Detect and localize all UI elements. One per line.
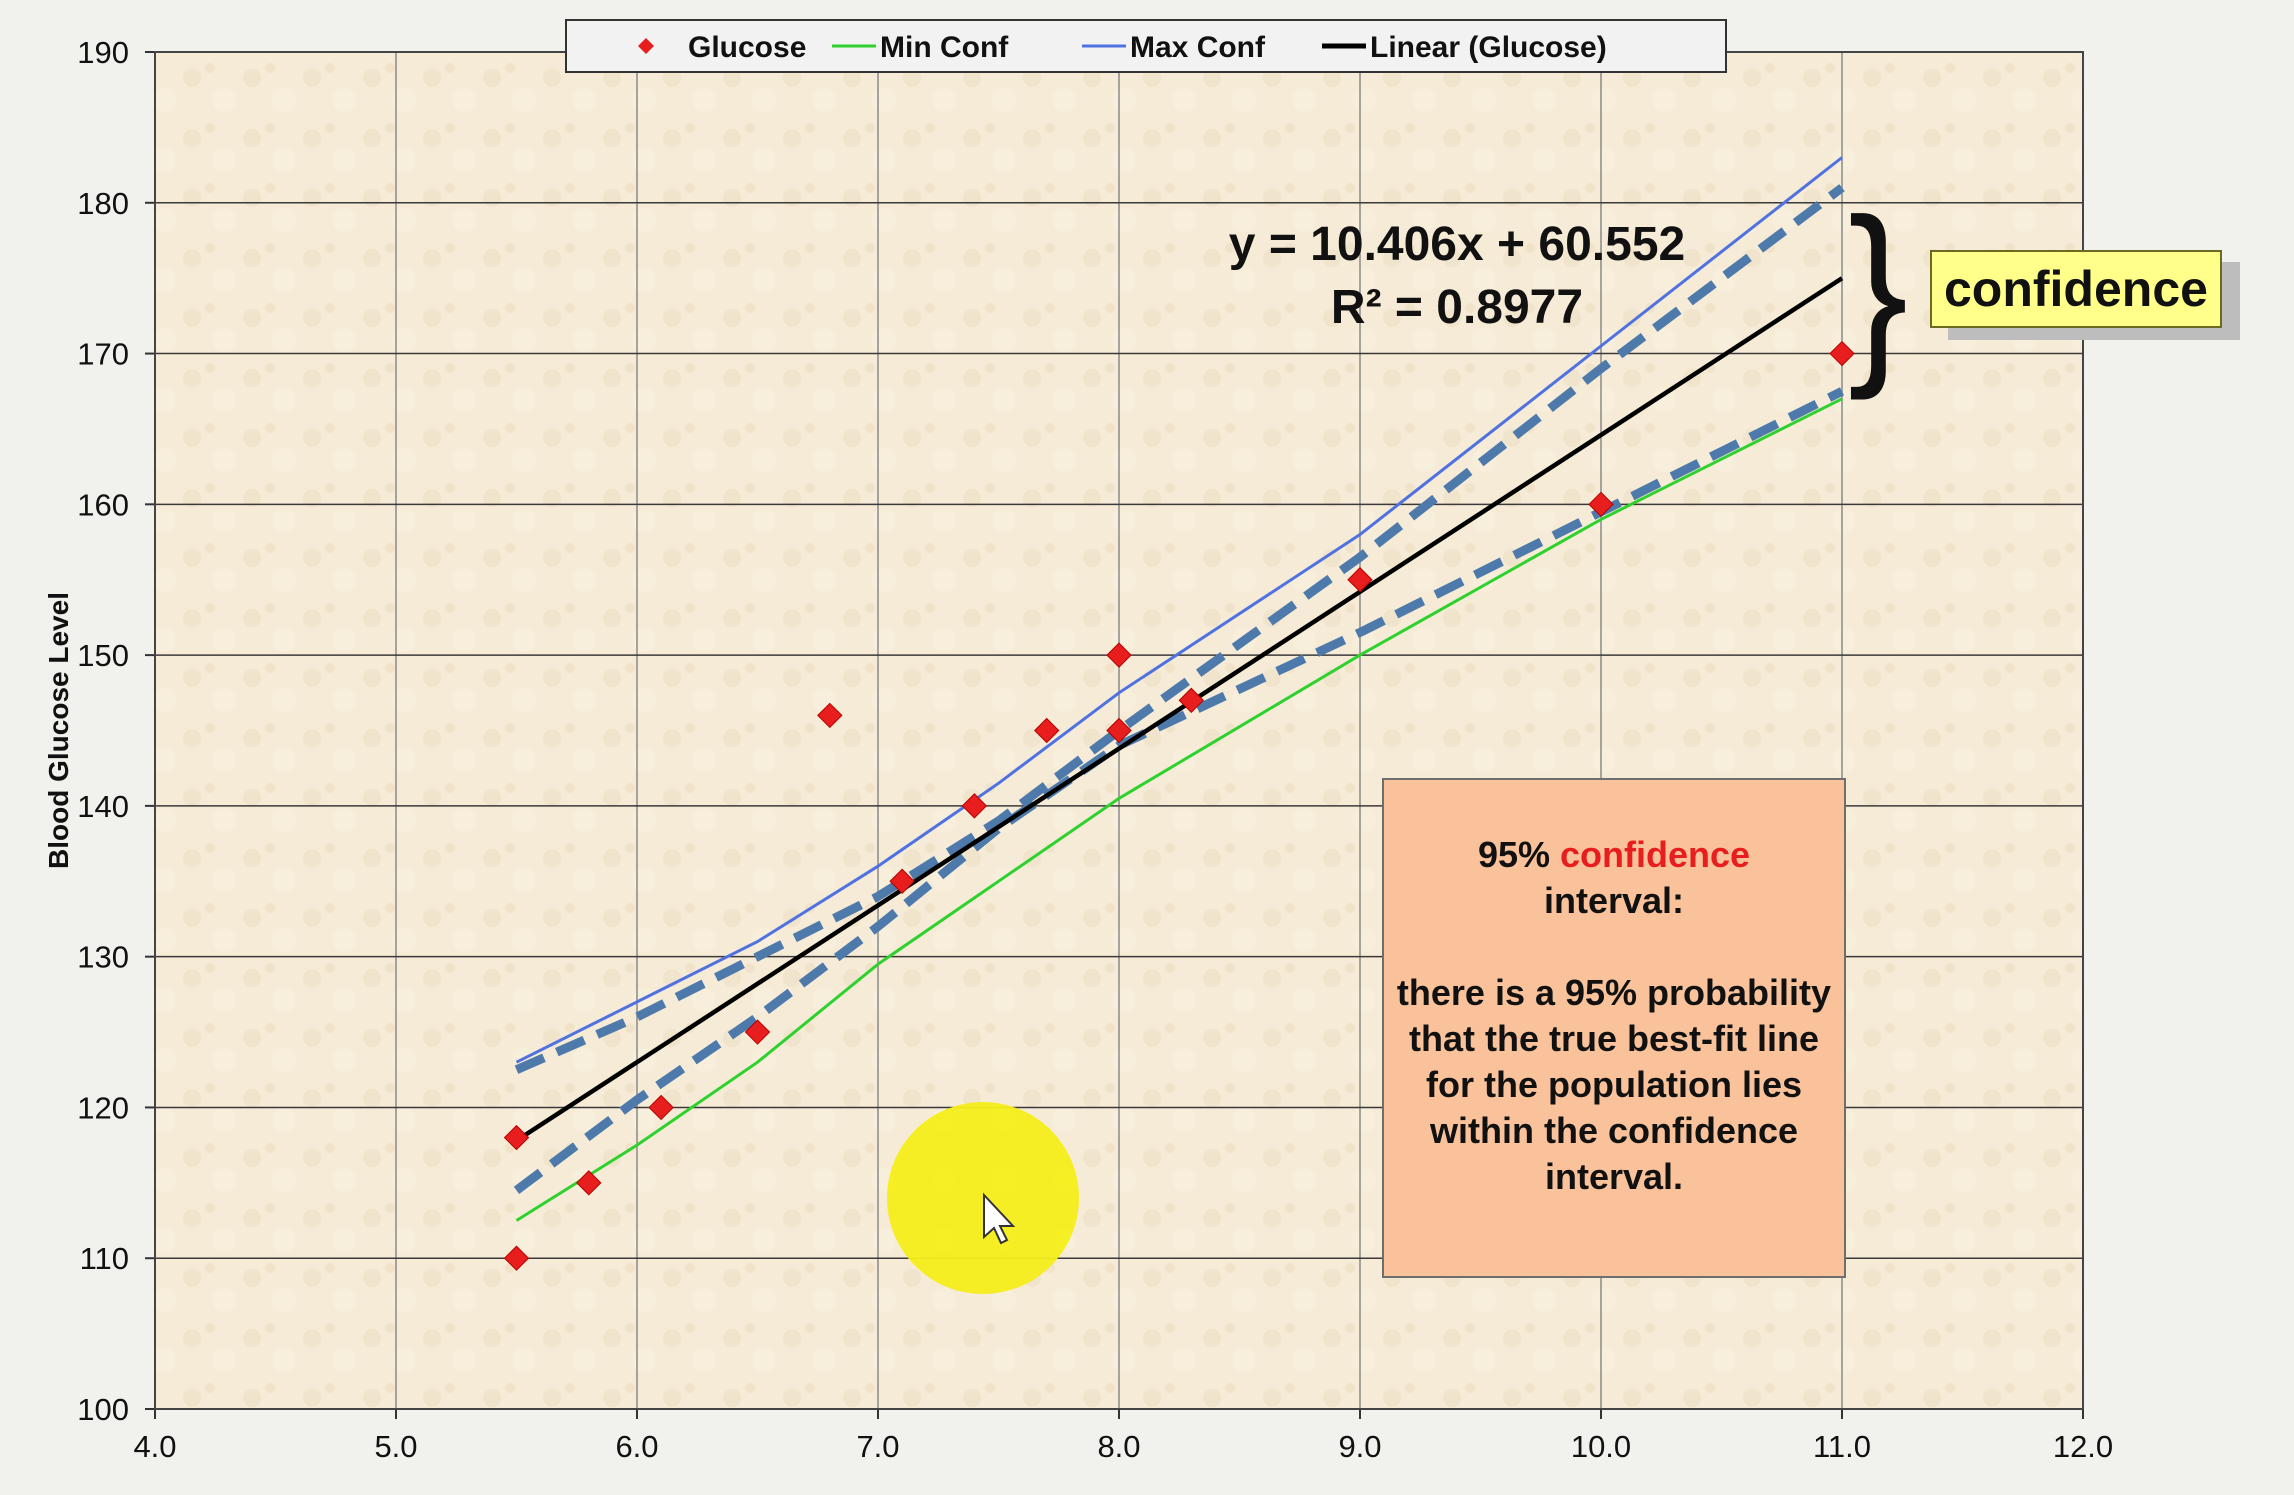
y-axis-label: Blood Glucose Level — [43, 592, 74, 869]
glucose-data-point — [1829, 340, 1855, 367]
trendline-equation: y = 10.406x + 60.552 — [1229, 218, 1685, 271]
x-tick-label: 5.0 — [374, 1429, 417, 1464]
min-conf-line — [515, 397, 1843, 1222]
confidence-info-box: 95% confidence interval: there is a 95% … — [1382, 778, 1846, 1278]
x-tick-label: 8.0 — [1097, 1429, 1140, 1464]
x-tick-label: 11.0 — [1813, 1429, 1871, 1464]
glucose-points — [503, 340, 1855, 1271]
glucose-data-point — [744, 1019, 771, 1045]
x-tick-label: 10.0 — [1571, 1429, 1631, 1464]
glucose-data-point — [961, 793, 988, 819]
legend-label: Max Conf — [1130, 31, 1266, 64]
legend-label: Linear (Glucose) — [1370, 31, 1607, 64]
y-tick-label: 140 — [77, 789, 129, 824]
r-squared-label: R² = 0.8977 — [1331, 281, 1583, 334]
glucose-data-point — [1033, 717, 1060, 744]
info-percent: 95% — [1477, 834, 1550, 875]
glucose-data-point — [503, 1124, 530, 1151]
confidence-band-dashed-line — [513, 387, 1845, 1194]
glucose-data-point — [648, 1094, 674, 1121]
y-tick-label: 110 — [80, 1241, 129, 1276]
glucose-data-point — [889, 868, 915, 894]
confidence-tag: confidence — [1930, 250, 2222, 328]
max-conf-line — [515, 156, 1843, 1064]
y-tick-label: 180 — [77, 186, 129, 221]
y-tick-label: 100 — [77, 1392, 129, 1427]
series-lines — [513, 156, 1845, 1222]
mouse-cursor-icon — [983, 1192, 1016, 1245]
y-tick-label: 150 — [77, 638, 129, 673]
legend-label: Glucose — [688, 31, 806, 64]
y-tick-label: 130 — [77, 940, 129, 975]
x-tick-label: 6.0 — [615, 1429, 658, 1464]
x-tick-label: 9.0 — [1338, 1429, 1381, 1464]
info-body: there is a 95% probability that the true… — [1396, 972, 1832, 1197]
legend-label: Min Conf — [880, 31, 1009, 64]
info-confidence-word: confidence — [1560, 834, 1751, 875]
confidence-band-dashed-line — [514, 184, 1845, 1074]
glucose-data-point — [817, 702, 843, 729]
y-tick-label: 160 — [77, 487, 129, 522]
brace-icon: } — [1848, 178, 1908, 401]
y-tick-label: 170 — [77, 337, 129, 372]
legend-swatch — [638, 38, 654, 54]
x-tick-label: 12.0 — [2053, 1429, 2113, 1464]
axes: 4.0 5.0 6.0 7.0 8.0 9.0 10.0 11.0 12.0 100 110 120 1… — [43, 35, 2113, 1464]
glucose-data-point — [1178, 687, 1205, 714]
glucose-data-point — [1347, 567, 1373, 593]
y-tick-label: 120 — [77, 1090, 129, 1125]
info-interval: interval: — [1543, 880, 1685, 921]
x-tick-label: 7.0 — [856, 1429, 899, 1464]
annotations: y = 10.406x + 60.552 R² = 0.8977 } — [887, 178, 1908, 1294]
glucose-data-point — [1588, 491, 1614, 518]
legend-box — [565, 19, 1727, 73]
glucose-data-point — [503, 1245, 530, 1271]
glucose-data-point — [1106, 642, 1132, 668]
glucose-data-point — [576, 1170, 602, 1196]
linear-glucose-line — [515, 276, 1844, 1143]
y-tick-label: 190 — [77, 35, 129, 70]
glucose-data-point — [1106, 717, 1132, 744]
x-tick-label: 4.0 — [133, 1429, 176, 1464]
legend: Glucose Min Conf Max Conf Linear (Glucose) — [565, 19, 1727, 73]
